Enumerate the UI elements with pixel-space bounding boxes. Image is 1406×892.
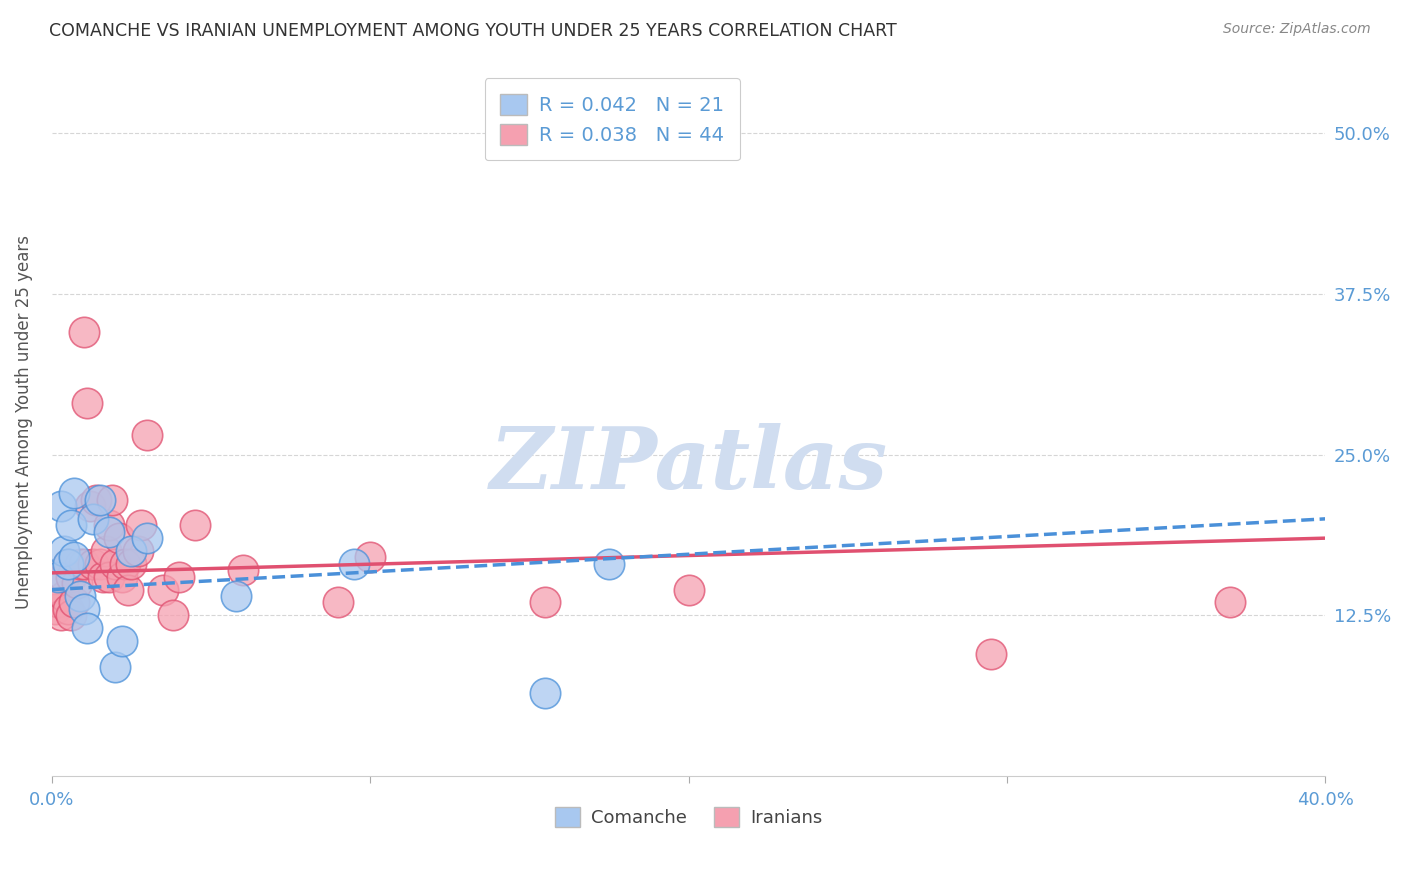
Point: [82, 512, 104, 526]
Point: [120, 544, 142, 558]
Point: [53, 570, 76, 584]
Point: [152, 582, 174, 597]
Point: [63, 595, 86, 609]
Point: [980, 647, 1002, 661]
Y-axis label: Unemployment Among Youth under 25 years: Unemployment Among Youth under 25 years: [15, 235, 32, 609]
Point: [89, 557, 111, 571]
Point: [104, 557, 127, 571]
Point: [167, 570, 190, 584]
Point: [63, 486, 86, 500]
Point: [598, 557, 620, 571]
Point: [46, 570, 69, 584]
Point: [44, 602, 66, 616]
Point: [162, 608, 184, 623]
Point: [534, 685, 557, 699]
Point: [111, 570, 134, 584]
Point: [72, 326, 94, 340]
Point: [79, 499, 101, 513]
Legend: Comanche, Iranians: Comanche, Iranians: [547, 800, 830, 834]
Text: Source: ZipAtlas.com: Source: ZipAtlas.com: [1223, 22, 1371, 37]
Point: [107, 531, 129, 545]
Point: [328, 595, 350, 609]
Point: [104, 660, 127, 674]
Point: [127, 544, 149, 558]
Text: COMANCHE VS IRANIAN UNEMPLOYMENT AMONG YOUTH UNDER 25 YEARS CORRELATION CHART: COMANCHE VS IRANIAN UNEMPLOYMENT AMONG Y…: [49, 22, 897, 40]
Point: [72, 557, 94, 571]
Point: [184, 518, 207, 533]
Point: [232, 563, 254, 577]
Point: [120, 557, 142, 571]
Point: [69, 589, 91, 603]
Point: [98, 524, 121, 539]
Point: [359, 550, 381, 565]
Point: [86, 492, 108, 507]
Point: [66, 576, 89, 591]
Point: [129, 518, 152, 533]
Point: [91, 570, 114, 584]
Point: [114, 557, 136, 571]
Point: [59, 570, 82, 584]
Point: [225, 589, 247, 603]
Point: [59, 608, 82, 623]
Point: [69, 557, 91, 571]
Point: [76, 621, 98, 635]
Point: [51, 608, 73, 623]
Point: [1219, 595, 1241, 609]
Point: [136, 531, 159, 545]
Point: [53, 589, 76, 603]
Point: [136, 428, 159, 442]
Point: [111, 634, 134, 648]
Point: [56, 557, 79, 571]
Point: [94, 544, 117, 558]
Point: [46, 595, 69, 609]
Point: [678, 582, 700, 597]
Text: ZIPatlas: ZIPatlas: [489, 423, 887, 507]
Point: [343, 557, 366, 571]
Point: [56, 602, 79, 616]
Point: [59, 518, 82, 533]
Point: [534, 595, 557, 609]
Point: [82, 557, 104, 571]
Point: [117, 582, 139, 597]
Point: [63, 550, 86, 565]
Point: [76, 396, 98, 410]
Point: [98, 518, 121, 533]
Point: [89, 492, 111, 507]
Point: [51, 499, 73, 513]
Point: [56, 557, 79, 571]
Point: [53, 544, 76, 558]
Point: [98, 570, 121, 584]
Point: [101, 492, 124, 507]
Point: [72, 602, 94, 616]
